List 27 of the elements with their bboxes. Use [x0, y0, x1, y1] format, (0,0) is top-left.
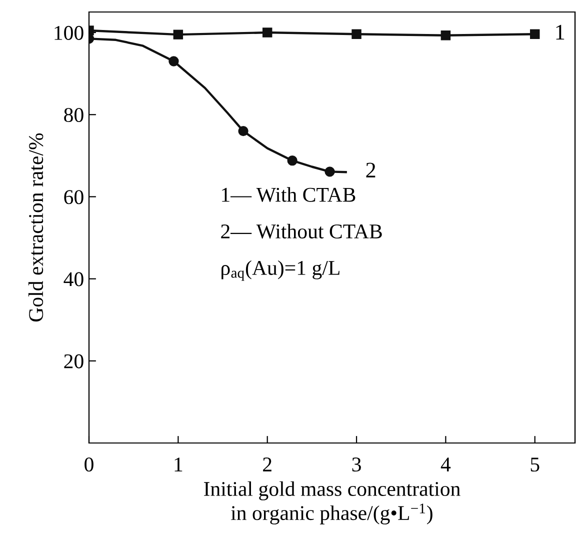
y-tick-label: 40	[64, 272, 84, 286]
series-label: 1	[556, 24, 564, 40]
annotation: ρ$_{aq}$(Au)=1 g/L	[222, 260, 340, 281]
annotation: 1— With CTAB	[222, 187, 356, 202]
y-axis-title: Gold extraction rate/%	[28, 133, 44, 322]
x-tick-label: 5	[530, 458, 540, 472]
point	[262, 28, 272, 38]
point	[324, 166, 335, 177]
point	[173, 30, 184, 40]
y-tick-label: 80	[64, 108, 84, 122]
point	[168, 56, 179, 66]
point	[287, 156, 298, 166]
x-tick-label: 0	[84, 457, 94, 472]
x-tick-label: 4	[440, 458, 451, 472]
y-tick-label: 60	[64, 190, 84, 204]
x-tick-label: 3	[352, 458, 361, 472]
x-tick-label: 2	[263, 458, 272, 472]
x-axis-title: Initial gold mass concentration in organic phase/(g•L$^{−1}$)	[204, 481, 460, 524]
point	[238, 126, 248, 136]
y-tick-label: 100	[54, 26, 84, 40]
annotation: 2— Without CTAB	[221, 224, 382, 239]
point	[440, 30, 451, 40]
series-label: 2	[366, 162, 376, 178]
y-tick-label: 20	[64, 354, 84, 368]
point	[530, 29, 540, 40]
point	[352, 29, 362, 40]
x-tick-label: 1	[174, 458, 182, 472]
